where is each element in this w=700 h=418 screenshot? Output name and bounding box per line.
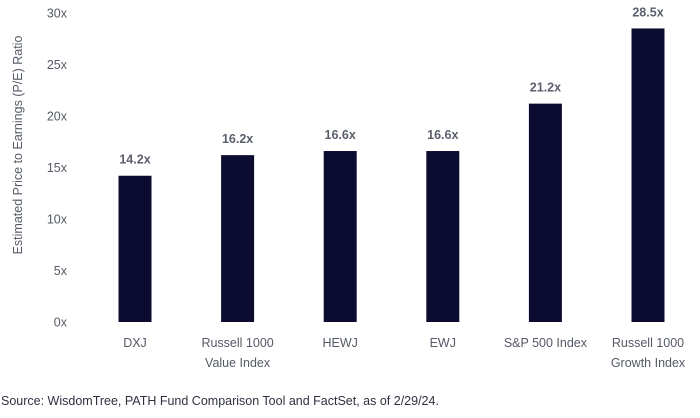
category-label: DXJ (123, 336, 147, 350)
y-tick-label: 5x (54, 264, 68, 278)
y-axis-title: Estimated Price to Earnings (P/E) Ratio (11, 36, 25, 255)
bar-value-label: 28.5x (632, 5, 663, 19)
bar (426, 151, 460, 322)
category-label: Growth Index (611, 356, 686, 370)
category-label: EWJ (430, 336, 456, 350)
y-tick-label: 25x (47, 58, 68, 72)
category-labels: DXJ Russell 1000 Value Index HEWJ EWJ S&P 500… (123, 336, 686, 370)
source-note: Source: WisdomTree, PATH Fund Comparison… (1, 394, 439, 408)
bar-value-label: 16.2x (222, 132, 253, 146)
y-tick-label: 20x (47, 110, 68, 124)
bar (323, 151, 357, 322)
category-label: Russell 1000 (612, 336, 684, 350)
category-label: HEWJ (322, 336, 357, 350)
category-label: Russell 1000 (201, 336, 273, 350)
y-tick-label: 30x (47, 7, 68, 21)
bar-value-label: 16.6x (325, 128, 356, 142)
bar-value-label: 21.2x (530, 81, 561, 95)
bar (118, 175, 152, 322)
bars (118, 28, 665, 322)
bar-value-label: 14.2x (119, 153, 150, 167)
y-axis-ticks: 0x 5x 10x 15x 20x 25x 30x (47, 7, 68, 330)
bar (528, 103, 562, 322)
y-tick-label: 0x (54, 316, 68, 330)
y-tick-label: 10x (47, 213, 68, 227)
y-tick-label: 15x (47, 161, 68, 175)
bar (631, 28, 665, 322)
bar-value-label: 16.6x (427, 128, 458, 142)
category-label: S&P 500 Index (504, 336, 588, 350)
data-labels: 14.2x 16.2x 16.6x 16.6x 21.2x 28.5x (119, 5, 663, 166)
category-label: Value Index (205, 356, 271, 370)
bar (221, 155, 255, 322)
